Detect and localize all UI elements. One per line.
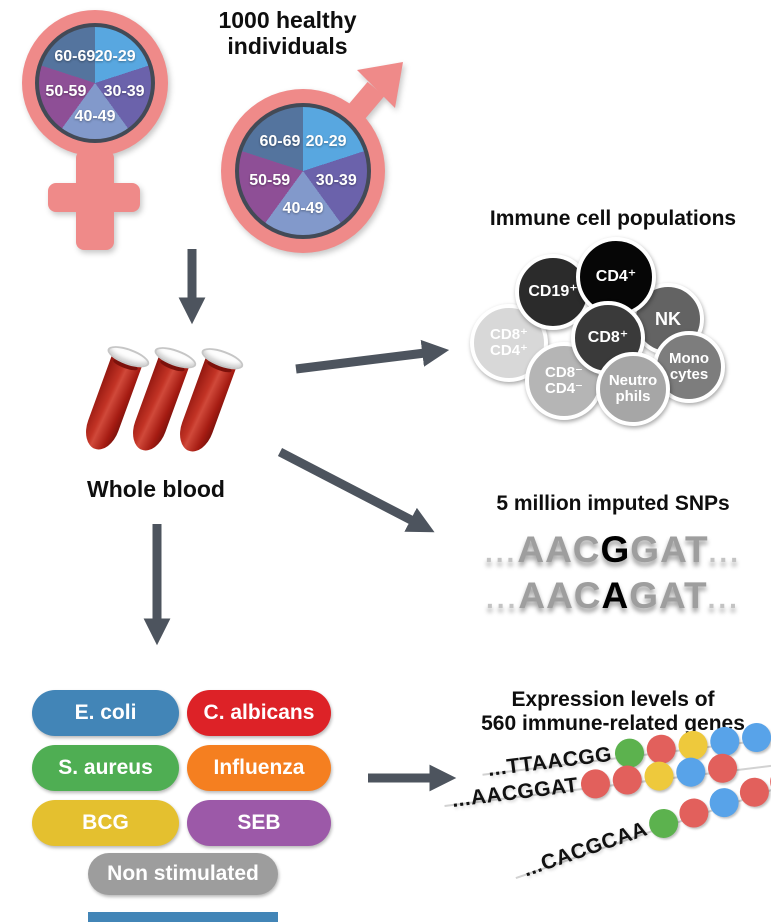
snp-variant-allele: A bbox=[601, 575, 630, 616]
gene-sequence: ...CACGCAA bbox=[520, 817, 651, 882]
sequence-text: CACGCAA bbox=[538, 817, 651, 876]
snp-sequence-row: ...AACAGAT... bbox=[455, 574, 771, 620]
red-expression-dot bbox=[611, 763, 644, 796]
male-pie-label-40-49: 40-49 bbox=[282, 200, 324, 218]
cropped-blue-bar bbox=[88, 912, 278, 922]
cell-label: CD8⁻ bbox=[545, 364, 583, 382]
arrow-blood-to-snps bbox=[277, 448, 435, 533]
green-expression-dot bbox=[644, 804, 682, 842]
snp-seq-pre: AAC bbox=[517, 529, 601, 570]
female-pie-label-20-29: 20-29 bbox=[94, 48, 136, 66]
ellipsis: ... bbox=[486, 583, 519, 614]
ellipsis: ... bbox=[708, 537, 741, 568]
snps-title: 5 million imputed SNPs bbox=[496, 492, 730, 515]
female-pie-label-50-59: 50-59 bbox=[45, 82, 87, 100]
cell-label: CD8⁺ bbox=[587, 328, 629, 346]
female-pie-label-40-49: 40-49 bbox=[74, 107, 116, 125]
snp-variant-allele: G bbox=[600, 529, 631, 570]
red-expression-dot bbox=[706, 751, 739, 784]
expression-title-line2: 560 immune-related genes bbox=[481, 711, 745, 735]
female-symbol-crossbar bbox=[48, 183, 140, 212]
blue-expression-dot bbox=[740, 720, 771, 754]
cell-label: cytes bbox=[669, 366, 709, 383]
female-age-pie-chart: 20-29 30-39 40-49 50-59 60-69 bbox=[35, 23, 155, 143]
yellow-expression-dot bbox=[642, 759, 676, 792]
snp-seq-pre: AAC bbox=[518, 575, 602, 616]
whole-blood-label: Whole blood bbox=[87, 476, 225, 502]
stimulus-pill-seb: SEB bbox=[187, 800, 331, 846]
immune-cells-title: Immune cell populations bbox=[489, 207, 737, 230]
cell-label: CD19⁺ bbox=[528, 282, 578, 300]
red-expression-dot bbox=[735, 773, 771, 811]
ellipsis: ... bbox=[485, 537, 518, 568]
female-pie-label-30-39: 30-39 bbox=[103, 82, 145, 100]
expression-title: Expression levels of 560 immune-related … bbox=[455, 688, 771, 735]
male-pie-label-30-39: 30-39 bbox=[315, 172, 357, 190]
snp-sequence-row: ...AACGGAT... bbox=[455, 528, 771, 574]
stimulus-pill-saureus: S. aureus bbox=[32, 745, 179, 791]
female-symbol-ring: 20-29 30-39 40-49 50-59 60-69 bbox=[22, 10, 168, 156]
blue-expression-dot bbox=[705, 783, 743, 821]
cell-label: CD4⁺ bbox=[490, 342, 528, 359]
stimulus-pill-influenza: Influenza bbox=[187, 745, 331, 791]
red-expression-dot bbox=[675, 794, 713, 832]
female-symbol: 20-29 30-39 40-49 50-59 60-69 bbox=[22, 10, 172, 255]
male-symbol-ring: 20-29 30-39 40-49 50-59 60-69 bbox=[221, 89, 385, 253]
cell-label: phils bbox=[615, 388, 651, 405]
cell-label: Mono bbox=[669, 350, 709, 368]
stimulus-pill-nonstimulated: Non stimulated bbox=[88, 853, 278, 895]
snp-seq-post: GAT bbox=[630, 529, 709, 570]
male-pie-label-60-69: 60-69 bbox=[259, 132, 301, 150]
figure-title-line2: individuals bbox=[227, 32, 348, 59]
stimulus-pill-calbicans: C. albicans bbox=[187, 690, 331, 736]
blue-expression-dot bbox=[674, 755, 707, 788]
sequence-text: AACGGAT bbox=[469, 773, 580, 810]
cell-circle-cd8neg-cd4neg: CD8⁻ CD4⁻ bbox=[525, 342, 603, 420]
cell-label: CD4⁺ bbox=[595, 267, 637, 285]
male-symbol: 20-29 30-39 40-49 50-59 60-69 bbox=[221, 45, 413, 255]
snp-seq-post: GAT bbox=[629, 575, 708, 616]
cell-label: Neutro bbox=[608, 372, 658, 390]
snp-sequences: ...AACGGAT... ...AACAGAT... bbox=[455, 528, 771, 620]
gene-sequence: ...AACGGAT bbox=[451, 774, 580, 813]
cell-label: NK bbox=[655, 308, 681, 329]
male-pie-label-20-29: 20-29 bbox=[305, 132, 347, 150]
arrow-blood-to-immune-cells bbox=[295, 339, 450, 374]
cell-label: CD4⁻ bbox=[545, 380, 583, 397]
red-expression-dot bbox=[579, 767, 612, 800]
cell-circle-neutrophils: Neutro phils bbox=[596, 352, 670, 426]
stimulus-pill-ecoli: E. coli bbox=[32, 690, 179, 736]
figure-title: 1000 healthy individuals bbox=[185, 7, 390, 60]
female-pie-label-60-69: 60-69 bbox=[54, 48, 96, 66]
stimulus-pill-bcg: BCG bbox=[32, 800, 179, 846]
cell-label: CD8⁺ bbox=[490, 326, 528, 344]
ellipsis: ... bbox=[707, 583, 740, 614]
expression-title-line1: Expression levels of bbox=[511, 688, 715, 711]
figure-title-line1: 1000 healthy bbox=[218, 7, 357, 33]
male-age-pie-chart: 20-29 30-39 40-49 50-59 60-69 bbox=[235, 103, 371, 239]
male-pie-label-50-59: 50-59 bbox=[249, 172, 291, 190]
